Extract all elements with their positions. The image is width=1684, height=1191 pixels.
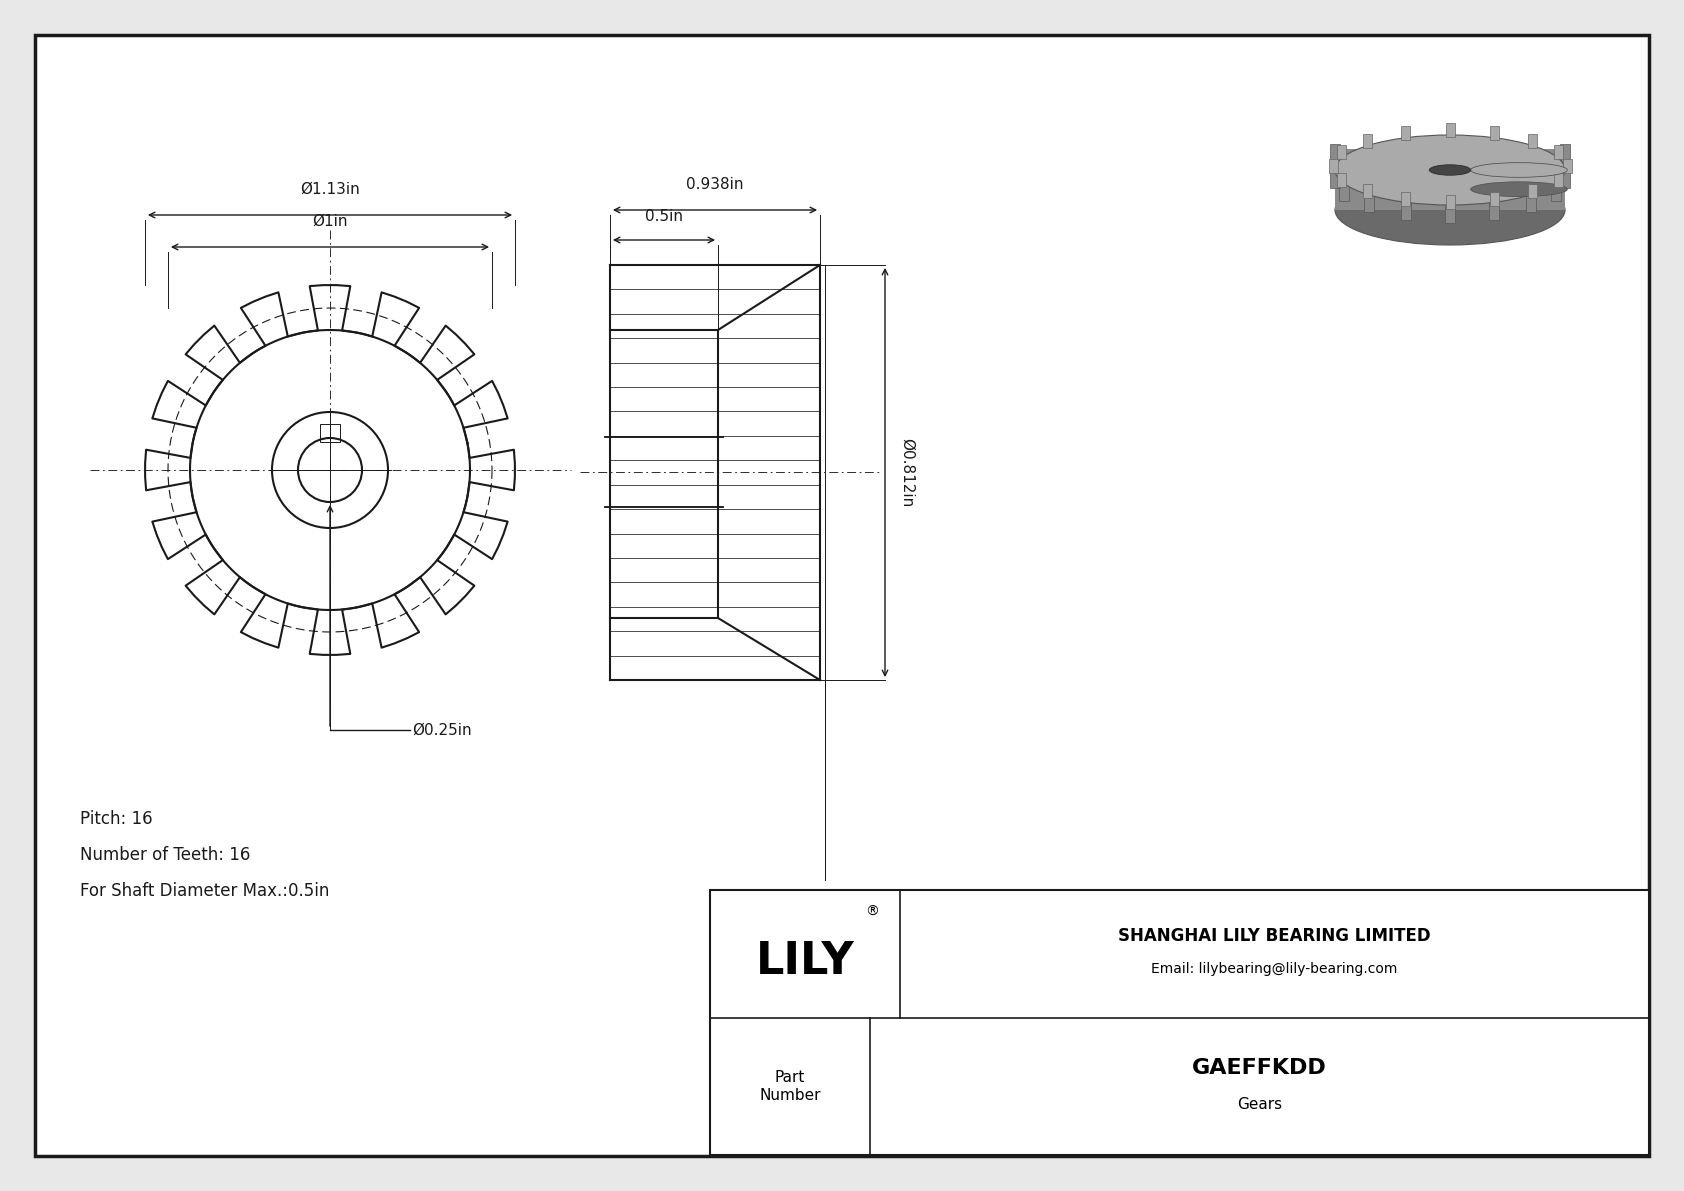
Text: Number of Teeth: 16: Number of Teeth: 16 <box>81 846 251 863</box>
Bar <box>1529 185 1537 199</box>
Bar <box>1445 179 1455 223</box>
Text: Pitch: 16: Pitch: 16 <box>81 810 153 828</box>
Text: Ø0.25in: Ø0.25in <box>413 723 472 737</box>
Text: ®: ® <box>866 905 879 919</box>
Bar <box>1339 157 1349 201</box>
Ellipse shape <box>1335 135 1564 205</box>
Bar <box>1526 168 1536 212</box>
Bar <box>1470 163 1568 192</box>
Bar <box>1337 173 1347 187</box>
Text: GAEFFKDD: GAEFFKDD <box>1192 1059 1327 1079</box>
Bar <box>1490 192 1499 206</box>
Bar <box>1445 195 1455 208</box>
Bar <box>1554 173 1563 187</box>
Bar <box>1490 126 1499 139</box>
Bar <box>1529 133 1537 148</box>
Bar <box>1337 145 1347 160</box>
Text: Part
Number: Part Number <box>759 1071 820 1103</box>
Text: 0.938in: 0.938in <box>687 177 744 192</box>
Text: Email: lilybearing@lily-bearing.com: Email: lilybearing@lily-bearing.com <box>1152 962 1398 975</box>
Bar <box>1329 160 1337 173</box>
Text: Ø1in: Ø1in <box>312 214 349 229</box>
Bar <box>1563 160 1571 173</box>
Text: Ø0.812in: Ø0.812in <box>899 438 914 507</box>
Bar <box>1445 123 1455 137</box>
Text: For Shaft Diameter Max.:0.5in: For Shaft Diameter Max.:0.5in <box>81 883 330 900</box>
Bar <box>1551 157 1561 201</box>
Ellipse shape <box>1470 182 1568 197</box>
Text: SHANGHAI LILY BEARING LIMITED: SHANGHAI LILY BEARING LIMITED <box>1118 927 1431 944</box>
Bar <box>1489 176 1499 220</box>
Bar <box>1335 149 1564 210</box>
Text: 0.5in: 0.5in <box>645 208 684 224</box>
Bar <box>711 890 1649 1155</box>
Ellipse shape <box>1430 164 1470 175</box>
Bar <box>1364 168 1374 212</box>
Ellipse shape <box>1335 175 1564 245</box>
Bar <box>1362 185 1372 199</box>
Bar <box>1401 192 1410 206</box>
Bar <box>320 424 340 442</box>
Bar <box>1401 126 1410 139</box>
Bar <box>1362 133 1372 148</box>
Text: Gears: Gears <box>1238 1097 1282 1112</box>
Ellipse shape <box>1470 163 1568 177</box>
Text: Ø1.13in: Ø1.13in <box>300 182 360 197</box>
Bar <box>1401 176 1411 220</box>
Bar <box>1330 143 1340 187</box>
Text: LILY: LILY <box>756 941 854 984</box>
Bar <box>1559 143 1569 187</box>
Bar <box>1554 145 1563 160</box>
